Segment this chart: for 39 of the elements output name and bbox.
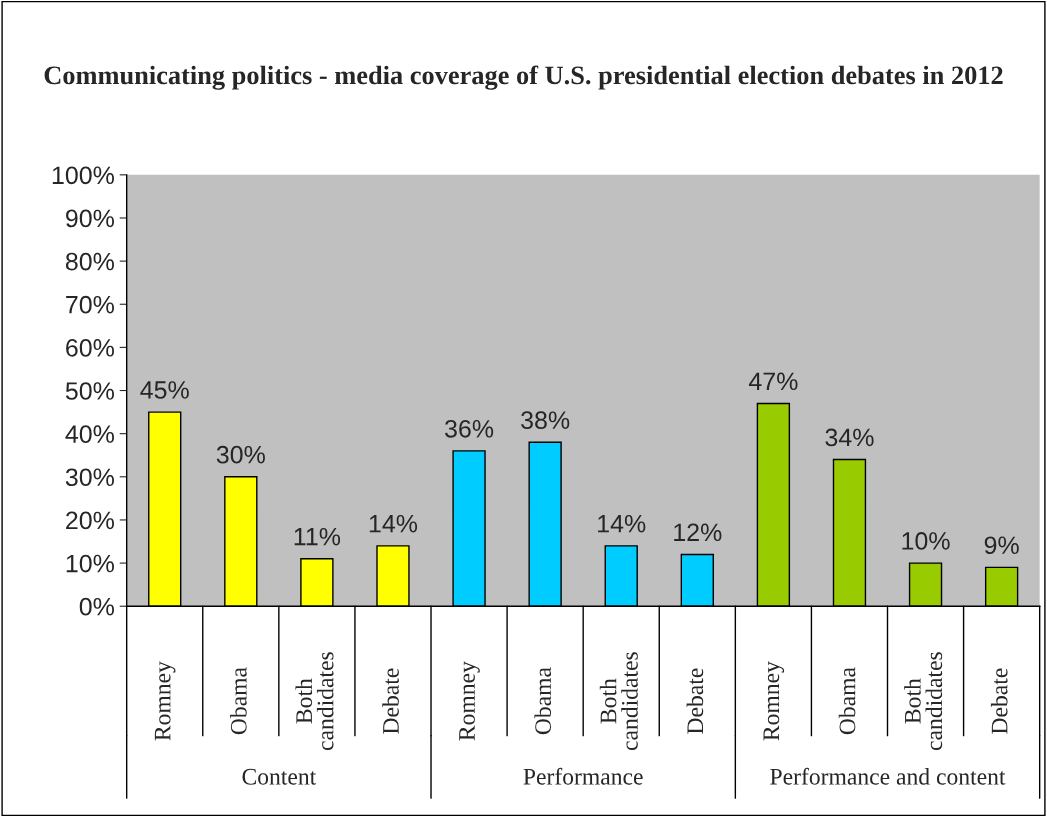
x-tick-label: Obama [230,667,247,735]
x-tick-label: Both candidates [295,652,334,751]
x-tick-label: Both candidates [904,652,943,751]
data-label: 11% [294,527,341,546]
y-tick-label: 30% [65,468,114,487]
data-label: 47% [748,372,798,391]
y-tick-label: 100% [52,166,114,185]
x-tick-label: Both candidates [599,652,638,751]
data-label: 9% [984,536,1019,555]
x-tick-label: Romney [459,661,480,741]
data-label: 14% [369,514,418,533]
y-tick-label: 40% [65,425,114,443]
y-tick-label: 80% [65,252,114,271]
data-label: 14% [598,514,646,533]
y-tick-label: 20% [66,511,114,530]
x-tick-label: Romney [763,661,785,741]
text: Performance and content [770,767,1006,785]
data-label: 45% [140,381,189,399]
x-tick-label: Romney [154,661,176,741]
data-label: 30% [216,445,265,464]
x-tick-label: Obama [534,667,552,735]
y-tick-label: 60% [66,338,114,357]
data-label: 38% [521,411,570,430]
text: Performance [523,767,643,785]
data-label: 12% [674,523,722,542]
chart-title: Communicating politics - media coverage of U.S. presidential election debates in 2012 [44,65,1003,90]
data-label: 34% [825,428,874,447]
y-tick-label: 0% [79,597,114,616]
text: Content [242,768,317,785]
x-tick-label: Debate [382,668,399,734]
x-tick-label: Debate [686,668,704,734]
data-label: 10% [902,532,950,550]
data-label: 36% [444,419,494,438]
y-tick-label: 70% [66,295,114,314]
y-tick-label: 50% [65,382,114,400]
y-tick-label: 10% [66,554,114,573]
y-tick-label: 90% [66,209,114,228]
x-tick-label: Debate [990,668,1008,734]
x-tick-label: Obama [838,667,856,735]
